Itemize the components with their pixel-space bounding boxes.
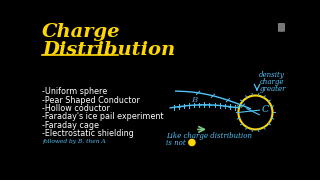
Text: greater: greater bbox=[259, 85, 286, 93]
Text: C: C bbox=[262, 105, 269, 114]
Text: Charge: Charge bbox=[42, 23, 121, 41]
Text: -Pear Shaped Conductor: -Pear Shaped Conductor bbox=[42, 96, 140, 105]
FancyBboxPatch shape bbox=[278, 24, 284, 31]
Text: -Uniform sphere: -Uniform sphere bbox=[42, 87, 108, 96]
Text: charge: charge bbox=[259, 78, 284, 86]
Text: Like charge distribution: Like charge distribution bbox=[166, 132, 252, 140]
Text: -Hollow coductor: -Hollow coductor bbox=[42, 104, 110, 113]
Text: -Faraday's ice pail experiment: -Faraday's ice pail experiment bbox=[42, 112, 164, 122]
Text: -Faraday cage: -Faraday cage bbox=[42, 121, 99, 130]
Text: Distribution: Distribution bbox=[42, 41, 175, 59]
Text: B: B bbox=[191, 96, 197, 104]
Text: is not: is not bbox=[166, 139, 186, 147]
Text: -Electrostatic shielding: -Electrostatic shielding bbox=[42, 129, 134, 138]
Circle shape bbox=[189, 139, 195, 146]
Text: followed by B, then A: followed by B, then A bbox=[42, 139, 106, 144]
Text: density: density bbox=[259, 71, 285, 79]
